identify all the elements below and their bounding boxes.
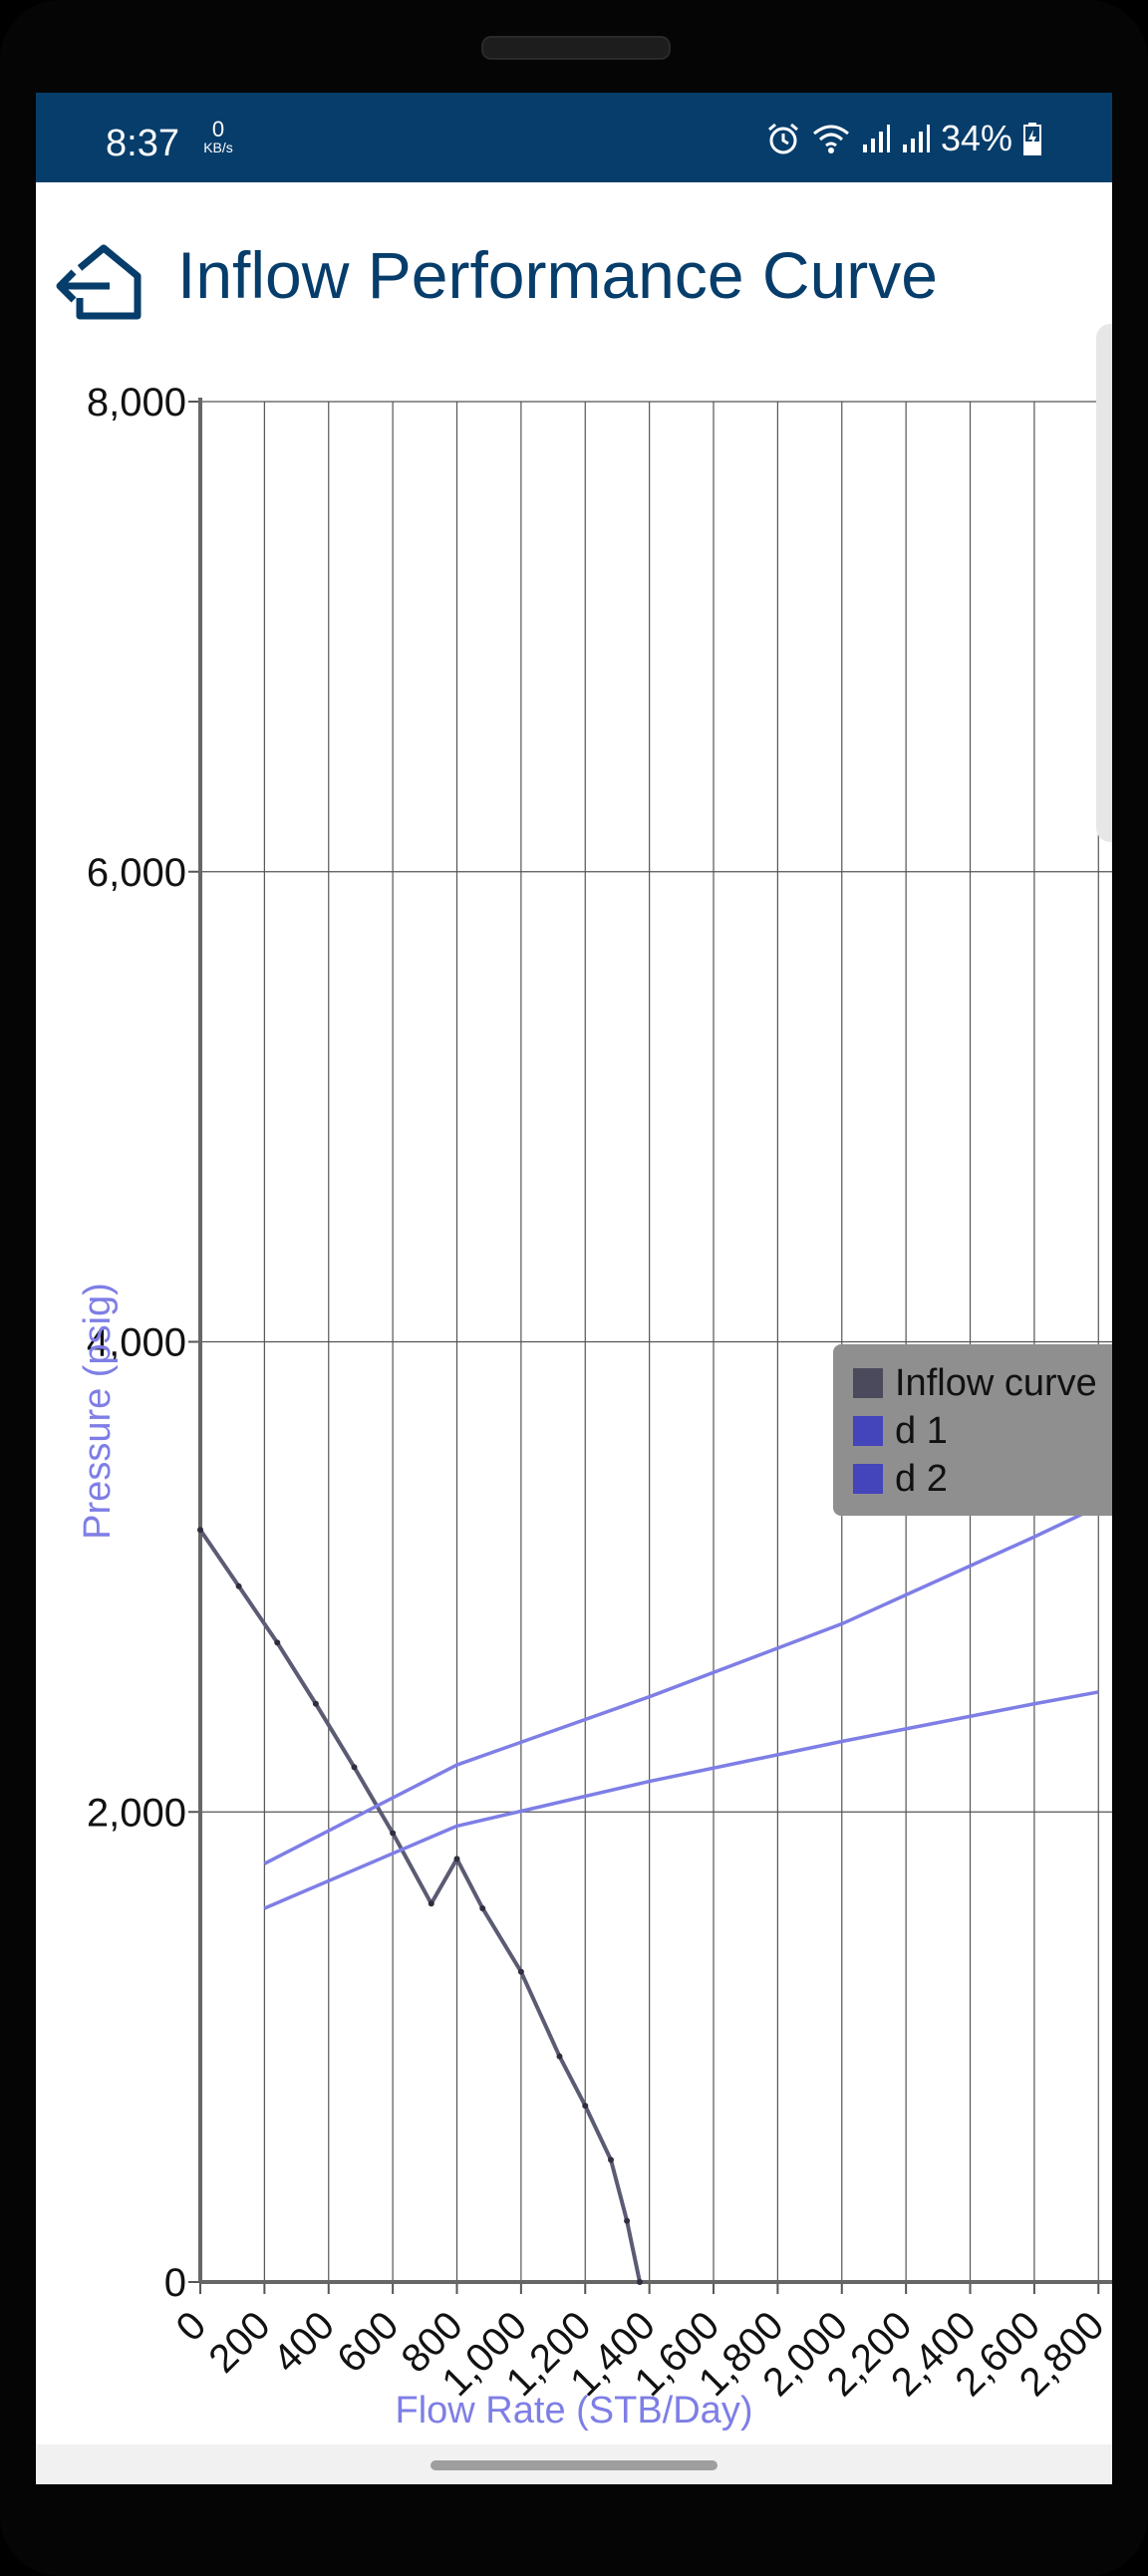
inflow-curve-point <box>453 1856 460 1862</box>
legend-item-d2: d 2 <box>853 1458 948 1500</box>
x-axis-title: Flow Rate (STB/Day) <box>396 2390 753 2432</box>
inflow-curve-point <box>624 2217 631 2224</box>
y-tick-label: 6,000 <box>87 851 186 895</box>
y-tick-label: 4,000 <box>87 1321 186 1365</box>
y-tick-label: 8,000 <box>87 381 186 425</box>
network-speed: 0 KB/s <box>193 119 243 155</box>
inflow-curve-point <box>517 1968 524 1975</box>
chart-legend: Inflow curve d 1 d 2 <box>833 1344 1112 1516</box>
legend-label-d1: d 1 <box>895 1409 948 1452</box>
legend-label-inflow-curve: Inflow curve <box>895 1361 1097 1404</box>
ipr-chart: 02,0004,0006,0008,00002004006008001,0001… <box>77 381 1112 2432</box>
series-line-d2 <box>263 1690 1099 1910</box>
home-gesture-handle[interactable] <box>430 2460 718 2470</box>
inflow-curve-point <box>556 2053 563 2060</box>
x-tick-label: 400 <box>265 2303 343 2381</box>
scroll-indicator[interactable] <box>1096 324 1112 842</box>
network-speed-unit: KB/s <box>203 140 233 155</box>
inflow-curve-point <box>312 1700 319 1707</box>
system-nav-bar <box>36 2444 1112 2484</box>
inflow-curve-point <box>636 2279 643 2285</box>
status-time: 8:37 <box>106 123 179 164</box>
earpiece-speaker <box>481 36 671 60</box>
network-speed-value: 0 <box>211 117 225 142</box>
wifi-icon <box>812 125 849 153</box>
inflow-curve-point <box>390 1830 397 1837</box>
page-title: Inflow Performance Curve <box>177 238 938 312</box>
legend-item-inflow-curve: Inflow curve <box>853 1362 1097 1404</box>
signal-icon <box>862 125 890 152</box>
app-header: Inflow Performance Curve <box>36 182 1112 342</box>
alarm-icon <box>767 123 798 154</box>
battery-percent: 34% <box>940 118 1012 158</box>
x-tick-label: 200 <box>200 2303 278 2381</box>
inflow-curve-point <box>428 1900 434 1907</box>
series-line-d1 <box>263 1505 1100 1865</box>
x-tick-label: 600 <box>329 2303 407 2381</box>
status-bar: 8:37 0 KB/s <box>36 93 1112 182</box>
y-tick-label: 2,000 <box>87 1791 186 1835</box>
inflow-curve-point <box>582 2103 589 2110</box>
inflow-curve-point <box>351 1764 358 1771</box>
inflow-curve-point <box>608 2156 615 2163</box>
legend-swatch-d2 <box>853 1464 883 1494</box>
legend-swatch-inflow-curve <box>853 1368 883 1398</box>
inflow-curve-point <box>479 1904 486 1911</box>
app-screen: 8:37 0 KB/s <box>36 93 1112 2484</box>
battery-charging-icon <box>1023 123 1041 155</box>
legend-swatch-d1 <box>853 1416 883 1446</box>
legend-label-d2: d 2 <box>895 1457 948 1500</box>
y-tick-label: 0 <box>164 2261 186 2305</box>
y-axis-title: Pressure (psig) <box>77 1283 119 1540</box>
status-icons: 34% <box>765 118 1042 158</box>
inflow-curve-point <box>274 1639 281 1646</box>
home-back-icon[interactable] <box>54 244 145 320</box>
inflow-curve-point <box>197 1527 203 1534</box>
signal-icon <box>902 125 930 152</box>
legend-item-d1: d 1 <box>853 1410 948 1452</box>
inflow-curve-point <box>235 1582 242 1589</box>
